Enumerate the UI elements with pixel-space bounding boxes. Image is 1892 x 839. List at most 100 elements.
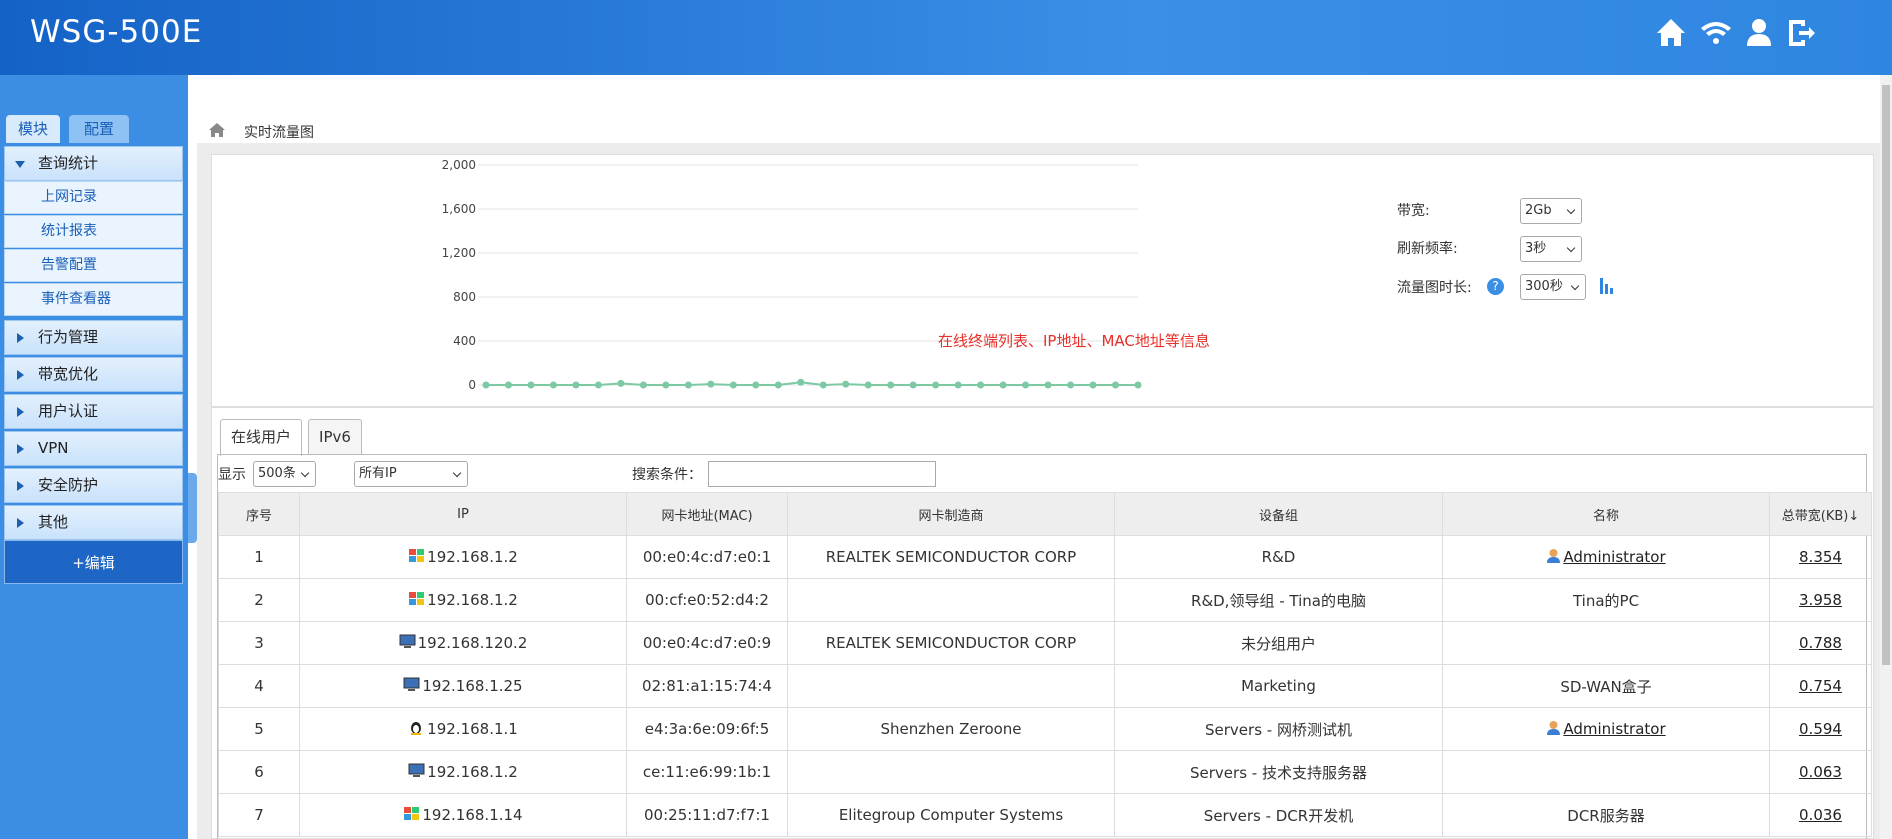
traffic-point: [977, 381, 985, 389]
tab-ipv6[interactable]: IPv6: [308, 419, 362, 455]
chart-toggle-icon[interactable]: [1599, 276, 1617, 296]
traffic-point: [594, 381, 602, 389]
column-header[interactable]: 设备组: [1114, 492, 1443, 536]
menu-item[interactable]: 查询统计: [4, 146, 183, 181]
home-icon[interactable]: [1657, 19, 1685, 46]
cell-ip: 192.168.1.1: [299, 707, 627, 751]
y-tick-label: 400: [453, 334, 476, 348]
traffic-point: [639, 381, 647, 389]
column-header[interactable]: 网卡地址(MAC): [626, 492, 788, 536]
scrollbar[interactable]: [1880, 75, 1892, 839]
menu-label: 用户认证: [38, 402, 99, 420]
duration-select[interactable]: 300秒: [1520, 274, 1586, 300]
menu-arrow: [17, 444, 24, 454]
cell-name: SD-WAN盒子: [1442, 664, 1770, 708]
linux-icon: [411, 722, 422, 735]
traffic-point: [527, 381, 535, 389]
header: [0, 0, 1892, 75]
windows-icon: [409, 549, 425, 562]
collapse-handle[interactable]: [188, 473, 197, 543]
cell-bandwidth: 0.063: [1769, 750, 1872, 794]
menu-item[interactable]: VPN: [4, 431, 183, 466]
ip-text: 192.168.1.2: [427, 548, 518, 566]
windows-icon: [404, 807, 420, 820]
breadcrumb: 实时流量图: [244, 125, 314, 141]
menu-item[interactable]: 带宽优化: [4, 357, 183, 392]
breadcrumb-home-icon[interactable]: [208, 122, 226, 138]
cell-vendor: REALTEK SEMICONDUCTOR CORP: [787, 621, 1115, 665]
submenu-item[interactable]: 上网记录: [4, 181, 183, 214]
cell-group: R&D: [1114, 535, 1443, 579]
submenu-item[interactable]: 统计报表: [4, 215, 183, 248]
setting-label: 带宽:: [1397, 203, 1430, 219]
monitor-icon: [403, 677, 420, 691]
table-row: 7 192.168.1.14 00:25:11:d7:f7:1 Elitegroup …: [218, 793, 1872, 837]
column-header[interactable]: 总带宽(KB)↓: [1769, 492, 1872, 536]
help-icon[interactable]: ?: [1487, 278, 1504, 295]
user-icon[interactable]: [1752, 19, 1766, 33]
cell-name: Administrator: [1442, 535, 1770, 579]
search-input[interactable]: [708, 461, 936, 487]
flag: [409, 549, 417, 555]
table-row: 6 192.168.1.2 ce:11:e6:99:1b:1 Servers - 技术…: [218, 750, 1872, 794]
tab-online[interactable]: 在线用户: [220, 419, 302, 456]
menu-item[interactable]: 其他: [4, 505, 183, 540]
cell-bandwidth: 0.788: [1769, 621, 1872, 665]
cell-vendor: Shenzhen Zeroone: [787, 707, 1115, 751]
bandwidth-link[interactable]: 0.063: [1799, 763, 1842, 781]
cell-group: Servers - DCR开发机: [1114, 793, 1443, 837]
cell-vendor: REALTEK SEMICONDUCTOR CORP: [787, 535, 1115, 579]
column-header[interactable]: IP: [299, 492, 627, 536]
cell-mac: 00:25:11:d7:f7:1: [626, 793, 788, 837]
refresh-select[interactable]: 3秒: [1520, 236, 1582, 262]
user-link[interactable]: Administrator: [1563, 720, 1666, 738]
column-header[interactable]: 网卡制造商: [787, 492, 1115, 536]
bandwidth-link[interactable]: 0.594: [1799, 720, 1842, 738]
bandwidth-link[interactable]: 3.958: [1799, 591, 1842, 609]
user-link[interactable]: Administrator: [1563, 548, 1666, 566]
submenu-item[interactable]: 告警配置: [4, 249, 183, 282]
column-header[interactable]: 序号: [218, 492, 300, 536]
traffic-point: [752, 381, 760, 389]
menu-item[interactable]: 行为管理: [4, 320, 183, 355]
menu-item[interactable]: 安全防护: [4, 468, 183, 503]
column-header[interactable]: 名称: [1442, 492, 1770, 536]
sidebar-tab[interactable]: 配置: [69, 115, 129, 143]
bandwidth-link[interactable]: 0.036: [1799, 806, 1842, 824]
traffic-point: [887, 381, 895, 389]
logout-icon[interactable]: [1789, 20, 1815, 46]
stand: [408, 689, 416, 691]
ip-filter-select[interactable]: 所有IP: [354, 461, 468, 487]
vendor-text: Elitegroup Computer Systems: [838, 806, 1064, 824]
bandwidth-link[interactable]: 8.354: [1799, 548, 1842, 566]
cell-no: 1: [218, 535, 300, 579]
filter-label: 显示: [218, 467, 246, 483]
page-size-select[interactable]: 500条: [253, 461, 316, 487]
traffic-point: [864, 381, 872, 389]
bandwidth-link[interactable]: 0.788: [1799, 634, 1842, 652]
flag: [404, 807, 412, 813]
traffic-point: [729, 381, 737, 389]
cell-mac: e4:3a:6e:09:6f:5: [626, 707, 788, 751]
monitor-icon: [408, 763, 425, 777]
cell-name: Administrator: [1442, 707, 1770, 751]
bandwidth-link[interactable]: 0.754: [1799, 677, 1842, 695]
menu-item[interactable]: 用户认证: [4, 394, 183, 429]
filter-label: 搜索条件：: [632, 467, 702, 483]
traffic-point: [1134, 381, 1142, 389]
edit-button[interactable]: +编辑: [4, 540, 183, 584]
sidebar-tab[interactable]: 模块: [6, 115, 60, 143]
head: [1549, 721, 1558, 729]
cell-mac: ce:11:e6:99:1b:1: [626, 750, 788, 794]
flag: [412, 814, 420, 820]
submenu-item[interactable]: 事件查看器: [4, 283, 183, 316]
cell-no: 4: [218, 664, 300, 708]
ip-text: 192.168.1.1: [427, 720, 518, 738]
wifi-icon[interactable]: [1701, 22, 1731, 36]
bandwidth-select[interactable]: 2Gb: [1520, 198, 1582, 224]
flag: [412, 807, 420, 813]
traffic-point: [999, 381, 1007, 389]
ip-text: 192.168.1.25: [422, 677, 523, 695]
online-users-table: 序号 IP 网卡地址(MAC) 网卡制造商 设备组 名称 总带宽(KB)↓ 1 192.168.…: [218, 492, 1872, 837]
traffic-point: [1067, 381, 1075, 389]
